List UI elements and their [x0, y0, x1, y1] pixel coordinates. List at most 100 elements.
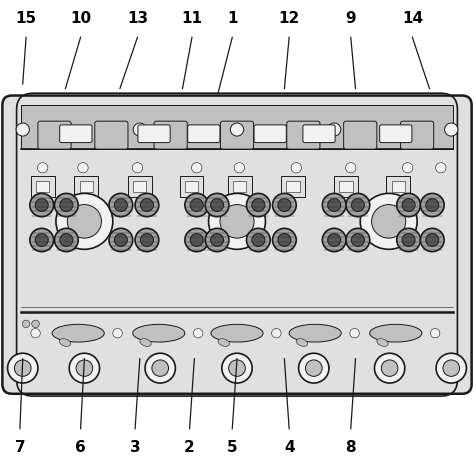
Circle shape [445, 123, 458, 136]
Bar [128, 176, 152, 197]
Circle shape [55, 228, 78, 252]
Bar [281, 176, 305, 197]
Circle shape [273, 228, 296, 252]
Bar [36, 181, 49, 192]
Circle shape [193, 329, 203, 338]
Bar [133, 181, 146, 192]
Circle shape [420, 228, 444, 252]
Circle shape [426, 199, 439, 212]
Circle shape [430, 329, 440, 338]
Circle shape [272, 329, 281, 338]
Circle shape [35, 233, 48, 247]
Circle shape [291, 163, 301, 173]
Circle shape [402, 163, 413, 173]
Circle shape [69, 353, 100, 383]
Circle shape [35, 199, 48, 212]
Circle shape [205, 193, 229, 217]
Circle shape [278, 199, 291, 212]
Bar [185, 181, 198, 192]
FancyBboxPatch shape [401, 121, 434, 149]
FancyBboxPatch shape [303, 125, 335, 143]
Circle shape [14, 360, 31, 377]
Circle shape [210, 199, 224, 212]
Circle shape [230, 123, 244, 136]
Circle shape [222, 353, 252, 383]
FancyBboxPatch shape [287, 121, 320, 149]
Ellipse shape [133, 324, 185, 342]
Ellipse shape [289, 324, 341, 342]
Circle shape [78, 163, 88, 173]
Text: 3: 3 [130, 440, 140, 455]
Circle shape [76, 360, 93, 377]
FancyBboxPatch shape [60, 125, 92, 143]
Text: 2: 2 [184, 440, 195, 455]
Circle shape [351, 233, 365, 247]
Ellipse shape [218, 339, 229, 346]
Circle shape [191, 163, 202, 173]
Ellipse shape [140, 339, 151, 346]
Text: 9: 9 [346, 11, 356, 26]
Circle shape [190, 233, 203, 247]
Circle shape [145, 353, 175, 383]
Bar [74, 176, 98, 197]
FancyBboxPatch shape [38, 121, 71, 149]
Circle shape [328, 123, 341, 136]
Circle shape [346, 163, 356, 173]
FancyBboxPatch shape [220, 121, 254, 149]
Bar [334, 176, 358, 197]
FancyBboxPatch shape [95, 121, 128, 149]
Bar [339, 181, 353, 192]
Circle shape [443, 360, 460, 377]
Circle shape [322, 228, 346, 252]
Circle shape [426, 233, 439, 247]
Circle shape [420, 193, 444, 217]
Circle shape [322, 193, 346, 217]
Circle shape [32, 320, 39, 328]
Bar [233, 181, 246, 192]
Circle shape [397, 228, 420, 252]
Ellipse shape [52, 324, 104, 342]
Circle shape [190, 199, 203, 212]
Circle shape [351, 199, 365, 212]
Circle shape [278, 233, 291, 247]
Ellipse shape [370, 324, 422, 342]
Circle shape [252, 233, 265, 247]
Ellipse shape [377, 339, 388, 346]
Circle shape [346, 193, 370, 217]
Text: 10: 10 [70, 11, 91, 26]
Circle shape [135, 193, 159, 217]
Circle shape [152, 360, 169, 377]
Text: 11: 11 [182, 11, 202, 26]
Text: 6: 6 [75, 440, 86, 455]
FancyBboxPatch shape [380, 125, 412, 143]
Circle shape [140, 199, 154, 212]
Bar [286, 181, 300, 192]
Circle shape [299, 353, 329, 383]
Circle shape [360, 193, 417, 249]
Circle shape [30, 228, 54, 252]
Circle shape [31, 329, 40, 338]
Bar [228, 176, 252, 197]
Circle shape [210, 233, 224, 247]
Circle shape [109, 193, 133, 217]
Text: 14: 14 [402, 11, 423, 26]
Text: 5: 5 [227, 440, 237, 455]
Bar [386, 176, 410, 197]
Circle shape [30, 193, 54, 217]
Circle shape [185, 193, 209, 217]
Circle shape [56, 193, 113, 249]
Text: 15: 15 [16, 11, 36, 26]
Circle shape [436, 353, 466, 383]
Circle shape [234, 163, 245, 173]
Circle shape [209, 193, 265, 249]
Text: 4: 4 [284, 440, 294, 455]
Circle shape [372, 205, 406, 238]
Circle shape [328, 233, 341, 247]
FancyBboxPatch shape [154, 121, 187, 149]
Circle shape [374, 353, 405, 383]
Bar [392, 181, 405, 192]
Circle shape [246, 228, 270, 252]
Circle shape [397, 193, 420, 217]
Circle shape [205, 228, 229, 252]
FancyBboxPatch shape [2, 96, 472, 394]
